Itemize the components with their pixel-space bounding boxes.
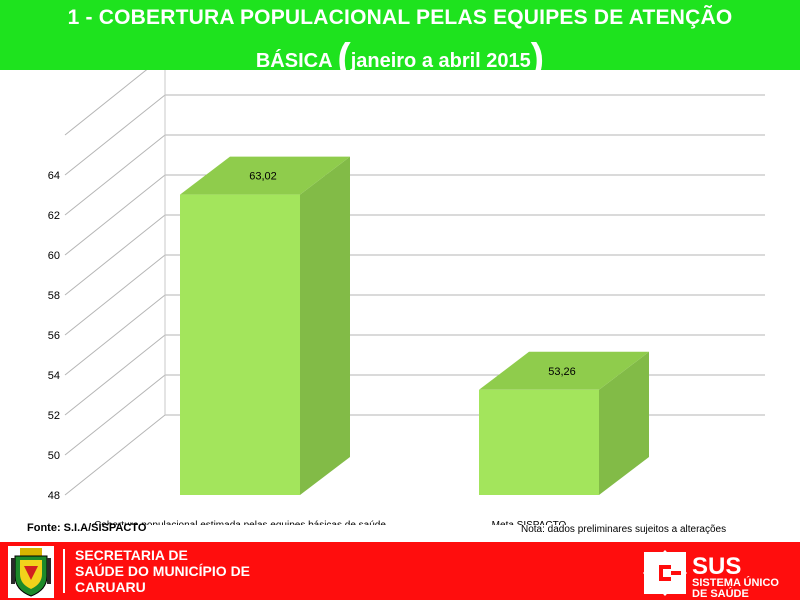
page-title: 1 - COBERTURA POPULACIONAL PELAS EQUIPES… — [67, 6, 733, 29]
sus-logo: SUS SISTEMA ÚNICO DE SAÚDE — [643, 550, 779, 598]
bar-top — [479, 351, 649, 390]
secretaria-line2: SAÚDE DO MUNICÍPIO DE — [75, 563, 251, 579]
bar-1 — [180, 156, 350, 495]
bars: 63,02 53,26 — [180, 156, 649, 495]
gridline-diagonal — [64, 174, 166, 256]
gridline-diagonal — [64, 134, 166, 216]
category-label: Meta SISPACTO — [492, 520, 567, 525]
title-period: janeiro a abril 2015 — [350, 50, 531, 70]
sus-line2: DE SAÚDE — [692, 587, 749, 598]
disclaimer-note: Nota: dados preliminares sujeitos a alte… — [521, 524, 727, 535]
gridline-diagonal — [64, 70, 148, 136]
bar-top — [180, 156, 350, 195]
y-tick-label: 54 — [48, 370, 60, 382]
y-tick-label: 58 — [48, 290, 60, 302]
chart-area: 48 50 52 54 56 58 60 62 64 63,02 53,26 Cobertura … — [48, 70, 765, 525]
bar-value-label: 53,26 — [548, 366, 576, 378]
y-tick-label: 52 — [48, 410, 60, 422]
y-tick-label: 50 — [48, 450, 60, 462]
bar-side — [300, 156, 350, 495]
gridline-diagonal — [64, 334, 166, 416]
gridline-diagonal — [64, 214, 166, 296]
gridline-diagonal — [64, 294, 166, 376]
page-title-line2: BÁSICA (janeiro a abril 2015) — [0, 36, 800, 70]
secretaria-line3: CARUARU — [75, 579, 146, 595]
bar-front — [180, 194, 300, 495]
sus-line1: SISTEMA ÚNICO — [692, 576, 779, 589]
bar-side — [599, 351, 649, 495]
y-tick-label: 48 — [48, 490, 60, 502]
gridline-diagonal — [64, 94, 166, 176]
caruaru-crest-icon — [8, 546, 54, 598]
secretaria-line1: SECRETARIA DE — [75, 547, 188, 563]
bar-value-label: 63,02 — [249, 171, 277, 183]
title-paren-close: ) — [530, 36, 545, 70]
bar-2 — [479, 351, 649, 495]
secretaria-name: SECRETARIA DE SAÚDE DO MUNICÍPIO DE CARU… — [75, 547, 250, 595]
category-label: Cobertura populacional estimada pelas eq… — [94, 520, 386, 525]
y-tick-label: 56 — [48, 330, 60, 342]
bar-front — [479, 389, 599, 495]
category-labels: Cobertura populacional estimada pelas eq… — [94, 520, 566, 525]
gridline-diagonal — [64, 414, 166, 496]
y-tick-label: 64 — [48, 170, 60, 182]
y-tick-label: 62 — [48, 210, 60, 222]
source-note: Fonte: S.I.A/SISPACTO — [27, 522, 147, 534]
sus-abbr: SUS — [692, 553, 741, 580]
title-band: 1 - COBERTURA POPULACIONAL PELAS EQUIPES… — [0, 0, 800, 70]
y-tick-label: 60 — [48, 250, 60, 262]
title-word: BÁSICA — [255, 50, 332, 70]
footer-divider — [63, 549, 65, 593]
gridline-diagonal — [64, 254, 166, 336]
y-axis: 48 50 52 54 56 58 60 62 64 — [48, 170, 60, 502]
gridline-diagonal — [64, 374, 166, 456]
chart-grid — [64, 70, 765, 496]
title-paren-open: ( — [337, 36, 351, 70]
